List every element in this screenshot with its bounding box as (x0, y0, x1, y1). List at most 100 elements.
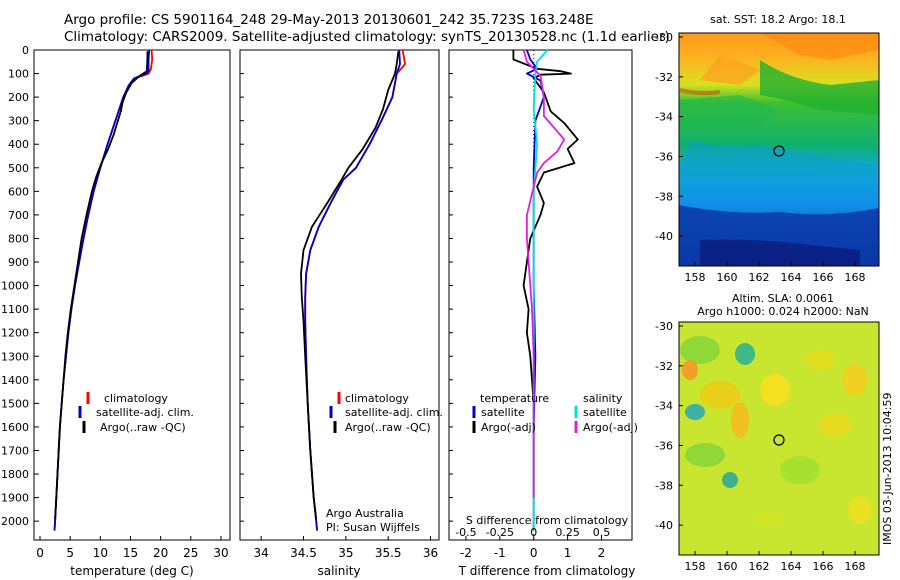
header-line1: Argo profile: CS 5901164_248 29-May-2013… (64, 12, 594, 28)
series-line (300, 51, 400, 519)
temperature-panel (33, 49, 231, 541)
map-x-tick-label: 168 (845, 271, 866, 284)
map-y-tick-label: -30 (655, 31, 673, 44)
depth-tick-label: 1600 (1, 421, 29, 434)
temperature-series (53, 49, 154, 531)
depth-tick-label: 200 (8, 91, 29, 104)
map-x-tick-label: 160 (717, 271, 738, 284)
sst-argo-marker (773, 145, 785, 157)
map-x-tick-label: 160 (717, 560, 738, 573)
x-tick-label: 25 (183, 546, 198, 560)
difference-x-axis: -2 -1 0 1 2 -0.5 -0.25 0 0.25 0.5 (455, 526, 610, 560)
top-x-tick-label: 0.5 (593, 526, 611, 539)
map-x-tick-label: 162 (749, 560, 770, 573)
x-tick-label: 35 (338, 546, 353, 560)
depth-tick-label: 1500 (1, 397, 29, 410)
series-line (54, 51, 149, 519)
depth-axis: 0 100 200 300 400 500 600 700 800 900 1000 1100 1200… (1, 44, 453, 528)
legend-t-satellite: satellite (481, 406, 525, 419)
top-x-tick-label: 0.25 (555, 526, 580, 539)
depth-tick-label: 800 (8, 232, 29, 245)
sla-map-title-1: Altim. SLA: 0.0061 (732, 292, 834, 305)
depth-tick-label: 900 (8, 256, 29, 269)
x-tick-label: -2 (460, 546, 472, 560)
x-tick-label: 36 (423, 546, 438, 560)
x-tick-label: 10 (93, 546, 108, 560)
top-x-tick-label: -0.25 (486, 526, 514, 539)
sla-map-axes: 158 160 162 164 166 168 -30 -32 -34 -36 -38 -40 (655, 320, 865, 573)
x-tick-label: 0 (530, 546, 538, 560)
difference-panel (448, 49, 633, 541)
legend-argo-label: Argo(..raw -QC) (100, 421, 186, 434)
map-y-tick-label: -36 (655, 439, 673, 452)
difference-series (512, 49, 579, 540)
sst-map-title: sat. SST: 18.2 Argo: 18.1 (710, 13, 846, 26)
sla-argo-marker (773, 434, 785, 446)
depth-tick-label: 1200 (1, 327, 29, 340)
legend-t-argo: Argo(-adj) (481, 421, 536, 434)
map-y-tick-label: -40 (655, 230, 673, 243)
sal-legend-climatology-label: climatology (345, 392, 409, 405)
salinity-panel (239, 49, 440, 541)
x-tick-label: 34 (254, 546, 269, 560)
credit-pi: PI: Susan Wijffels (326, 521, 420, 534)
map-x-tick-label: 162 (749, 271, 770, 284)
depth-tick-label: 1700 (1, 444, 29, 457)
x-tick-label: 5 (66, 546, 74, 560)
depth-tick-label: 100 (8, 68, 29, 81)
credit-org: Argo Australia (326, 507, 404, 520)
depth-tick-label: 1100 (1, 303, 29, 316)
depth-tick-label: 1400 (1, 374, 29, 387)
legend-title-salinity: salinity (583, 392, 623, 405)
depth-tick-label: 1900 (1, 492, 29, 505)
map-y-tick-label: -32 (655, 71, 673, 84)
map-x-tick-label: 166 (813, 271, 834, 284)
depth-tick-label: 1000 (1, 280, 29, 293)
sla-map (679, 322, 879, 555)
map-y-tick-label: -36 (655, 150, 673, 163)
legend-climatology-label: climatology (104, 392, 168, 405)
map-y-tick-label: -34 (655, 400, 673, 413)
salinity-xlabel: salinity (317, 564, 360, 578)
legend-satellite-label: satellite-adj. clim. (96, 406, 194, 419)
sst-map (679, 33, 879, 266)
map-x-tick-label: 158 (685, 271, 706, 284)
legend-s-satellite: satellite (583, 406, 627, 419)
map-x-tick-label: 158 (685, 560, 706, 573)
legend-s-argo: Argo(-adj) (583, 421, 638, 434)
sal-legend-argo-label: Argo(..raw -QC) (345, 421, 431, 434)
map-y-tick-label: -34 (655, 111, 673, 124)
depth-tick-label: 0 (22, 44, 29, 57)
salinity-legend: climatology satellite-adj. clim. Argo(..… (329, 392, 443, 434)
series-line (522, 49, 566, 498)
timestamp-stamp: IMOS 03-Jun-2013 10:04:59 (881, 392, 894, 545)
top-x-tick-label: 0 (530, 526, 537, 539)
depth-tick-label: 600 (8, 185, 29, 198)
depth-tick-label: 1800 (1, 468, 29, 481)
map-x-tick-label: 164 (781, 560, 802, 573)
map-y-tick-label: -38 (655, 190, 673, 203)
salinity-series (300, 49, 406, 531)
sla-map-frame (678, 321, 880, 556)
map-x-tick-label: 166 (813, 560, 834, 573)
map-y-tick-label: -30 (655, 320, 673, 333)
x-tick-label: 2 (598, 546, 606, 560)
x-tick-label: 34.5 (290, 546, 317, 560)
x-tick-label: 30 (213, 546, 228, 560)
depth-tick-label: 2000 (1, 515, 29, 528)
x-tick-label: 1 (564, 546, 572, 560)
x-tick-label: 20 (153, 546, 168, 560)
difference-xlabel: T difference from climatology (458, 564, 636, 578)
series-line (512, 50, 579, 427)
map-y-tick-label: -40 (655, 519, 673, 532)
sst-map-axes: 158 160 162 164 166 168 -30 -32 -34 -36 -38 -40 (655, 31, 865, 284)
depth-tick-label: 700 (8, 209, 29, 222)
difference-legend: temperature salinity satellite Argo(-adj… (472, 392, 638, 434)
x-tick-label: 35.5 (375, 546, 402, 560)
legend-title-temperature: temperature (480, 392, 549, 405)
map-y-tick-label: -38 (655, 479, 673, 492)
sla-map-title-2: Argo h1000: 0.024 h2000: NaN (697, 305, 869, 318)
depth-tick-label: 300 (8, 115, 29, 128)
header-line2: Climatology: CARS2009. Satellite-adjuste… (64, 29, 670, 45)
